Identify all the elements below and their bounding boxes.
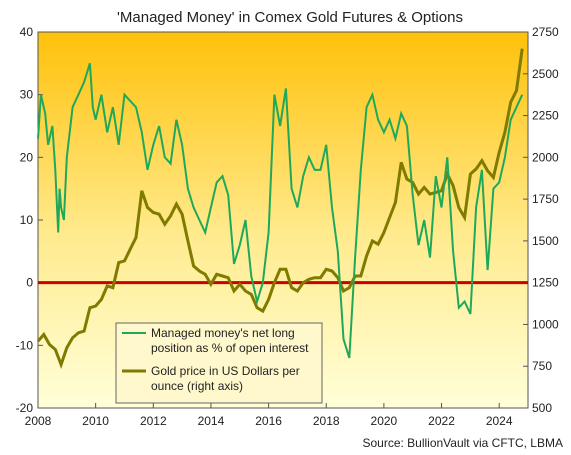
x-tick-label: 2022 [428,414,455,428]
x-axis-ticks: 2008 2010 2012 2014 2016 2018 2020 2022 2024 [25,403,513,428]
right-tick-label: 1500 [532,234,559,248]
x-tick-label: 2024 [486,414,513,428]
left-tick-label: -10 [16,338,34,352]
x-tick-label: 2018 [313,414,340,428]
legend-box [115,322,323,404]
legend-entry-2-line-2: ounce (right axis) [151,379,243,393]
right-tick-label: 2500 [532,67,559,81]
series-gold-price-line [36,48,524,370]
x-tick-label: 2010 [82,414,109,428]
right-tick-label: 2250 [532,109,559,123]
left-tick-label: 30 [20,88,34,102]
left-tick-label: 10 [20,213,34,227]
series-managed-money-line [37,63,524,359]
legend-entry-1-line-1: Managed money's net long [151,326,295,340]
left-tick-label: -20 [16,401,34,415]
right-tick-label: 2000 [532,150,559,164]
right-tick-label: 2750 [532,25,559,39]
right-axis-ticks: 2750 2500 2250 2000 1750 1500 1250 1000 750 500 [523,25,559,415]
x-tick-label: 2012 [140,414,167,428]
right-tick-label: 1750 [532,192,559,206]
left-axis-ticks: 40 30 20 10 0 -10 -20 [16,25,43,415]
x-tick-label: 2014 [198,414,225,428]
right-tick-label: 750 [532,359,552,373]
x-tick-label: 2020 [371,414,398,428]
right-tick-label: 500 [532,401,552,415]
left-tick-label: 0 [26,276,33,290]
left-tick-label: 20 [20,150,34,164]
legend: Managed money's net long position as % o… [115,322,323,404]
right-tick-label: 1250 [532,276,559,290]
source-note: Source: BullionVault via CFTC, LBMA [362,436,563,450]
chart-title: 'Managed Money' in Comex Gold Futures & … [117,9,463,26]
legend-entry-2-line-1: Gold price in US Dollars per [151,364,300,378]
right-tick-label: 1000 [532,317,559,331]
x-tick-label: 2008 [25,414,52,428]
left-tick-label: 40 [20,25,34,39]
x-tick-label: 2016 [255,414,282,428]
legend-entry-1-line-2: position as % of open interest [151,341,309,355]
